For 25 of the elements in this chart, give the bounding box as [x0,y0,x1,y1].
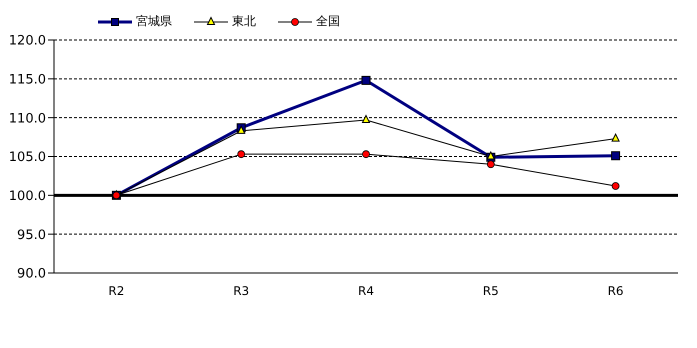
point [612,182,620,190]
point [486,160,495,168]
legend-label: 東北 [231,13,256,30]
point [612,134,620,142]
x-tick-label: R2 [108,284,124,298]
y-tick-label: 95.0 [17,228,46,243]
y-tick-label: 100.0 [8,188,46,204]
point [611,151,620,160]
point [362,114,370,123]
y-tick-label: 110.0 [8,111,46,126]
x-tick-label: R6 [608,284,624,298]
point [237,150,246,158]
y-tick-label: 90.0 [17,266,46,282]
legend-label: 宮城県 [135,13,172,30]
point [362,76,370,85]
y-tick-label: 115.0 [8,72,46,88]
x-tick-label: R3 [233,284,250,298]
legend-label: 全国 [315,13,340,30]
point [237,126,246,134]
x-tick-label: R5 [482,284,499,298]
y-tick-label: 120.0 [8,34,46,49]
x-tick-label: R4 [358,284,374,298]
y-tick-label: 105.0 [8,150,46,166]
point [486,152,495,160]
point [362,150,370,158]
